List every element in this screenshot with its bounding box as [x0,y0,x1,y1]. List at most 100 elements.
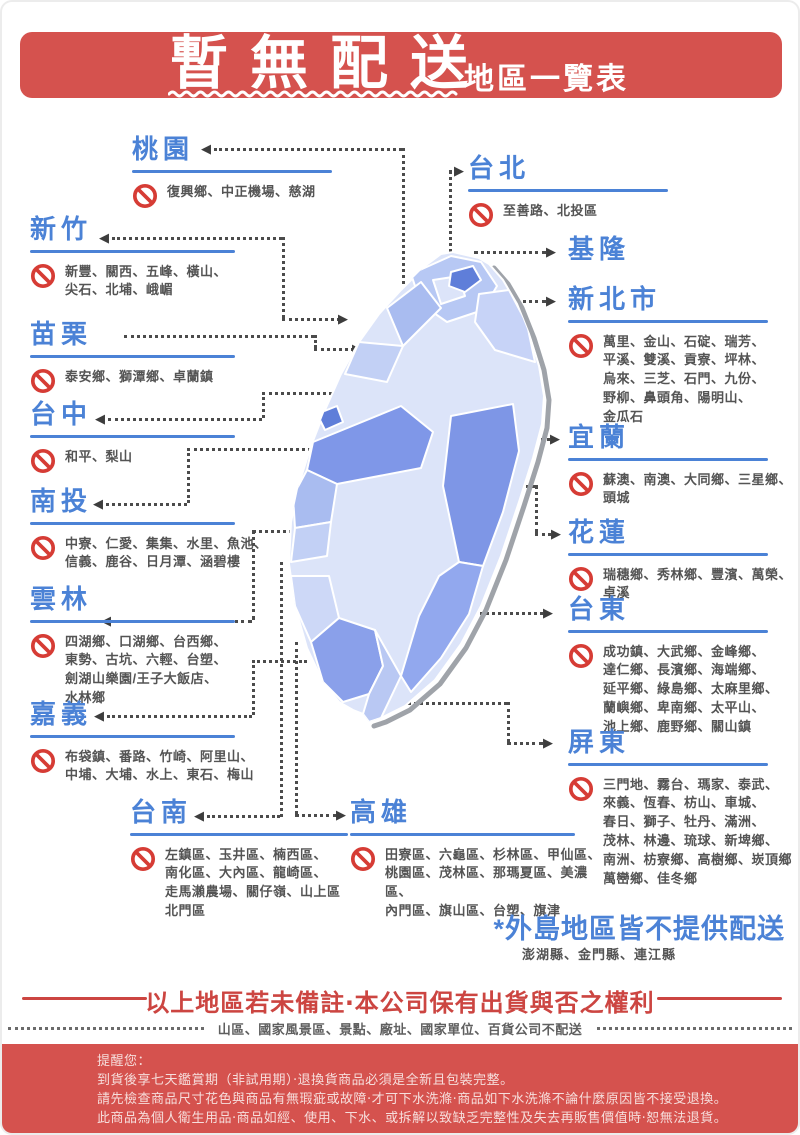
no-delivery-icon [568,776,594,801]
region-nantou: 南投 中寮、仁愛、集集、水里、魚池、 信義、鹿谷、日月潭、涵碧樓 [30,487,275,572]
region-title: 台北 [468,153,531,183]
title-underline [132,169,332,173]
title-underline [568,762,768,766]
coast-shadow [371,265,552,729]
connector [282,237,285,318]
region-newtaipei: 新北市 萬里、金山、石碇、瑞芳、 平溪、雙溪、貢寮、坪林、 烏來、三芝、石門、九… [568,285,783,427]
region-taipei: 台北 至善路、北投區 [468,154,698,228]
connector [187,448,190,503]
region-tainan: 台南 左鎮區、玉井區、楠西區、 南化區、大內區、龍崎區、 走馬瀨農場、關仔嶺、山… [130,798,380,921]
region-title: 桃園 [132,134,195,164]
region-chiayi: 嘉義 布袋鎮、番路、竹崎、阿里山、 中埔、大埔、水上、東石、梅山 [30,700,275,785]
region-title: 台南 [130,797,193,827]
connector [535,485,538,533]
outlying-islands-title: *外島地區皆不提供配送 [493,914,785,944]
connector [507,702,510,742]
no-delivery-icon [568,643,594,668]
footer-line: 到貨後享七天鑑賞期（非試用期）‧退換貨商品必須是全新且包裝完整。 [97,1072,514,1087]
region-title: 花蓮 [568,517,631,547]
region-title: 高雄 [350,797,413,827]
region-hsinchu: 新竹 新豐、關西、五峰、橫山、 尖石、北埔、峨嵋 [30,215,265,300]
outlying-islands-list: 澎湖縣、金門縣、連江縣 [522,947,677,962]
region-title: 嘉義 [30,699,93,729]
footer-line: 請先檢查商品尺寸花色與商品有無瑕疵或故障‧才可下水洗滌‧商品如下水洗滌不論什麼原… [97,1091,728,1106]
region-title: 苗栗 [30,319,93,349]
region-items: 新豐、關西、五峰、橫山、 尖石、北埔、峨嵋 [65,263,228,298]
title-underline [568,629,768,633]
connector [252,530,312,533]
no-delivery-icon [30,368,56,393]
connector [449,170,452,302]
title-underline [30,434,235,438]
region-taoyuan: 桃園 復興鄉、中正機場、慈湖 [132,135,372,209]
region-yilan: 宜蘭 蘇澳、南澳、大同鄉、三星鄉、 頭城 [568,423,793,508]
no-delivery-icon [30,535,56,560]
connector [295,642,298,814]
no-delivery-icon [568,333,594,358]
footer-heading: 提醒您： [97,1053,152,1068]
title-underline [568,319,768,323]
arrow-right-icon [543,736,553,749]
region-items: 和平、梨山 [65,448,133,464]
region-keelung: 基隆 [568,235,768,264]
connector [187,448,317,451]
no-delivery-icon [130,846,156,871]
no-delivery-icon [30,633,56,658]
region-title: 屏東 [568,727,631,757]
no-delivery-icon [568,566,594,591]
region-title: 基隆 [568,234,631,264]
region-items: 左鎮區、玉井區、楠西區、 南化區、大內區、龍崎區、 走馬瀨農場、關仔嶺、山上區 … [165,846,341,919]
region-items: 三門地、霧台、瑪家、泰武、 來義、恆春、枋山、車城、 春日、獅子、牡丹、滿洲、 … [603,776,793,886]
rule-line [22,997,147,1000]
region-items: 蘇澳、南澳、大同鄉、三星鄉、 頭城 [603,471,793,506]
rights-statement: 以上地區若未備註‧本公司保有出貨與否之權利 [145,990,655,1017]
connector [314,348,354,351]
no-delivery-icon [132,183,158,208]
connector [252,660,255,715]
no-delivery-icon [30,448,56,473]
region-yunlin: 雲林 四湖鄉、口湖鄉、台西鄉、 東勢、古坑、六輕、台塑、 劍湖山樂園/王子大飯店… [30,585,265,708]
title-underline [30,734,235,738]
connector [107,715,252,718]
region-items: 泰安鄉、獅潭鄉、卓蘭鎮 [65,368,214,384]
no-delivery-icon [468,202,494,227]
connector [262,392,338,395]
region-title: 南投 [30,486,93,516]
region-title: 新北市 [568,284,662,314]
connector [252,530,255,620]
region-title: 台東 [568,594,631,624]
title-underline [468,188,668,192]
page-subtitle: 地區一覽表 [464,63,629,96]
no-delivery-icon [30,748,56,773]
connector [262,392,265,418]
connector [282,318,340,321]
region-title: 新竹 [30,214,93,244]
title-underline [30,249,235,253]
region-items: 復興鄉、中正機場、慈湖 [167,183,316,199]
connector [207,815,280,818]
connector [108,418,262,421]
region-items: 瑞穗鄉、秀林鄉、豐濱、萬榮、 卓溪 [603,566,793,601]
title-underline [568,552,768,556]
title-underline [30,521,235,525]
connector [106,503,187,506]
header-banner: 暫無配送 地區一覽表 [20,31,782,98]
region-title: 雲林 [30,584,93,614]
connector [457,612,543,615]
taiwan-map [287,250,552,729]
region-kaohsiung: 高雄 田寮區、六龜區、杉林區、甲仙區、 桃園區、茂林區、那瑪夏區、美濃區、 內門… [350,798,610,921]
region-items: 成功鎮、大武鄉、金峰鄉、 達仁鄉、長濱鄉、海端鄉、 延平鄉、綠島鄉、太麻里鄉、 … [603,643,779,734]
no-delivery-icon [568,471,594,496]
exclusion-note: 山區、國家風景區、景點、廠址、國家單位、百貨公司不配送 [2,1019,798,1039]
connector [359,702,507,705]
region-title: 台中 [30,399,93,429]
connector [124,335,314,338]
rule-line [657,997,782,1000]
region-items: 萬里、金山、石碇、瑞芳、 平溪、雙溪、貢寮、坪林、 烏來、三芝、石門、九份、 野… [603,333,766,424]
footer-band: 提醒您： 到貨後享七天鑑賞期（非試用期）‧退換貨商品必須是全新且包裝完整。 請先… [2,1044,798,1133]
region-title: 宜蘭 [568,422,631,452]
connector [295,814,337,817]
no-delivery-icon [30,263,56,288]
region-taitung: 台東 成功鎮、大武鄉、金峰鄉、 達仁鄉、長濱鄉、海端鄉、 延平鄉、綠島鄉、太麻里… [568,595,788,737]
